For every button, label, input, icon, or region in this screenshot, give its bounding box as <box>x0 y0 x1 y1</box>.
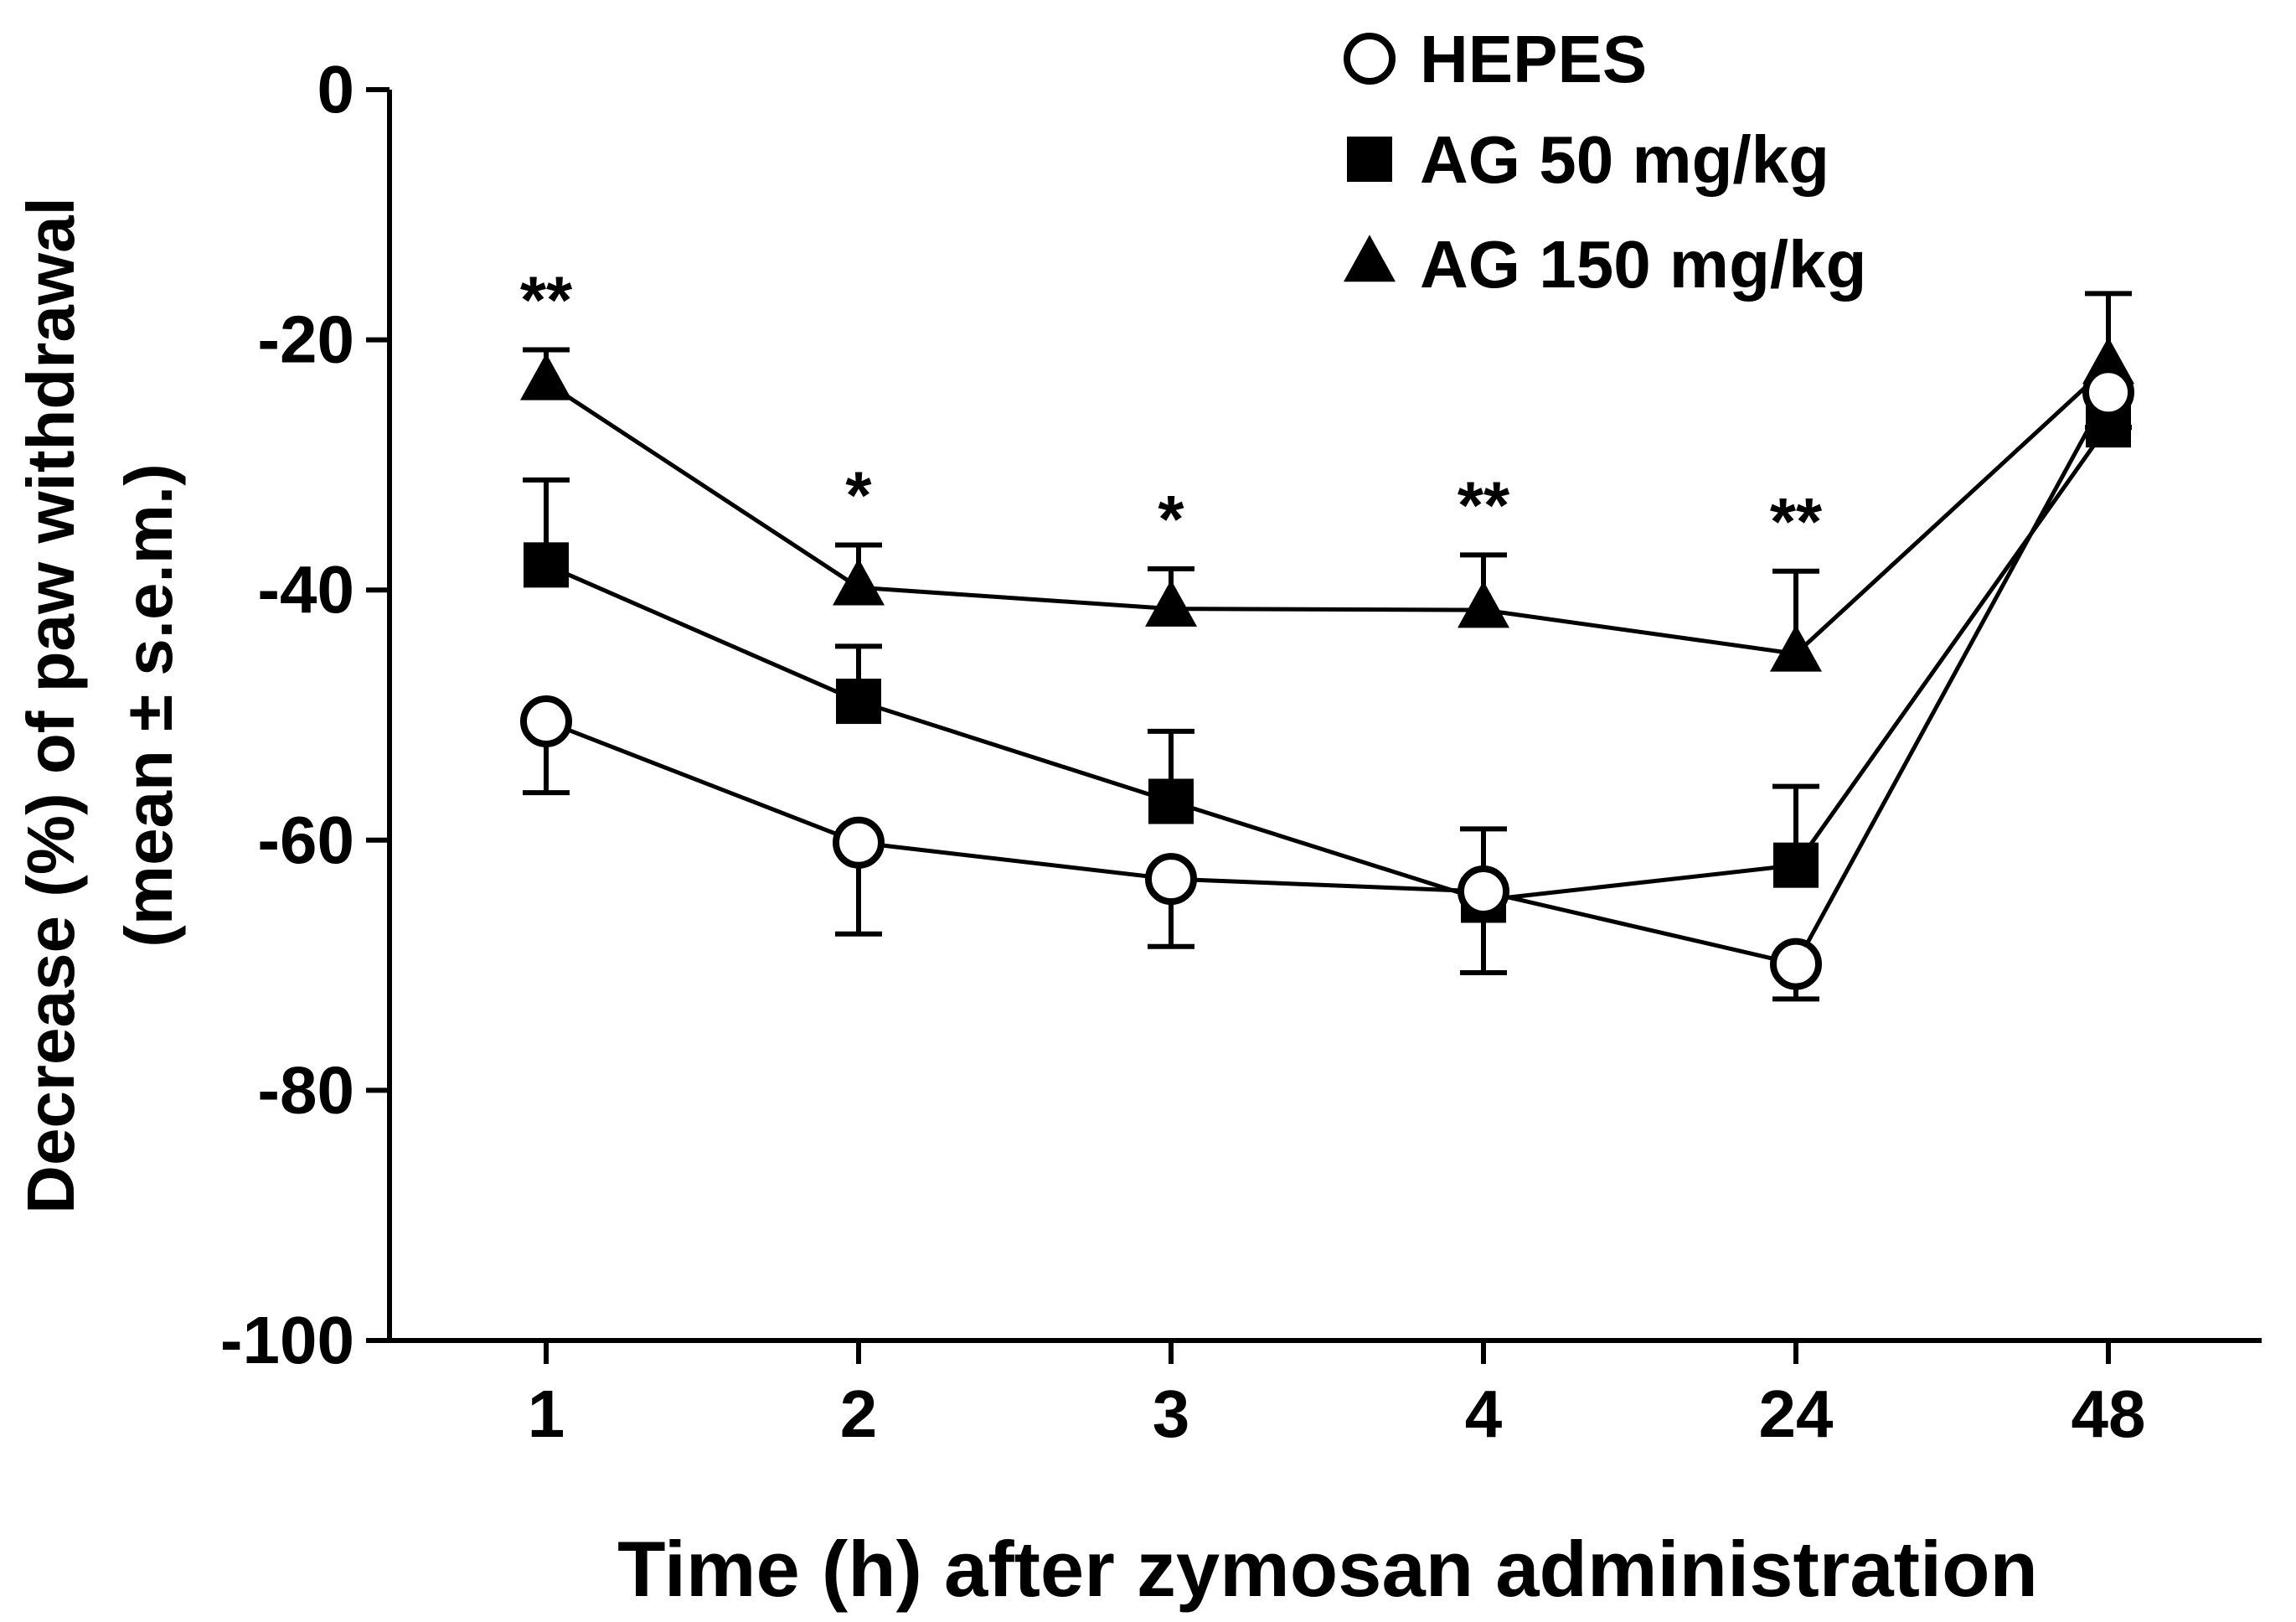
y-tick-label: -60 <box>257 803 354 877</box>
data-point <box>833 816 885 869</box>
data-point <box>520 695 572 747</box>
series-1-points <box>523 387 2132 923</box>
annotations: *** * ** ** <box>520 263 1823 559</box>
series-line <box>544 364 2110 656</box>
series-line <box>545 423 2111 903</box>
legend-marker <box>1344 33 1396 85</box>
significance-label: * <box>845 457 872 532</box>
legend-entry: AG 50 mg/kg <box>1347 122 1829 197</box>
data-point <box>520 353 572 400</box>
data-point <box>1145 579 1197 627</box>
y-tick-label: -100 <box>220 1303 354 1377</box>
data-point <box>1770 624 1822 672</box>
y-tick-label: -20 <box>257 302 354 377</box>
data-point <box>2082 366 2134 419</box>
axes: 0 -20 -40 -60 -80 -100 1 2 3 4 24 48 <box>220 52 2262 1451</box>
y-tick-label: -40 <box>257 552 354 627</box>
significance-label: ** <box>520 263 573 338</box>
data-point <box>1148 778 1194 824</box>
y-tick-label: -80 <box>257 1052 354 1127</box>
data-point <box>1458 581 1509 628</box>
series-0 <box>545 391 2111 967</box>
significance-label: ** <box>1770 484 1823 559</box>
significance-label: ** <box>1458 467 1510 542</box>
y-tick-label: 0 <box>317 52 355 127</box>
x-tick-label: 4 <box>1465 1377 1503 1451</box>
x-tick-label: 3 <box>1153 1377 1190 1451</box>
series-0-points <box>520 366 2134 1002</box>
legend-marker <box>1344 235 1396 282</box>
legend-marker <box>1347 137 1392 182</box>
y-axis-label-sub: (mean ± s.e.m.) <box>111 463 186 947</box>
data-point <box>1145 853 1197 906</box>
y-axis-label: Decrease (%) of paw withdrawal <box>13 197 88 1214</box>
series-2 <box>544 364 2110 656</box>
data-point <box>524 542 569 588</box>
data-point <box>836 679 881 725</box>
data-point <box>833 558 885 606</box>
x-tick-label: 48 <box>2072 1377 2146 1451</box>
data-point <box>1773 842 1819 888</box>
x-axis-label: Time (h) after zymosan administration <box>617 1525 2038 1613</box>
series-layer <box>520 291 2134 1002</box>
legend-label: AG 50 mg/kg <box>1420 122 1829 197</box>
legend: HEPES AG 50 mg/kg AG 150 mg/kg <box>1344 22 1867 302</box>
x-tick-label: 24 <box>1759 1377 1834 1451</box>
data-point <box>1458 865 1509 918</box>
significance-label: * <box>1158 482 1184 556</box>
x-tick-label: 1 <box>528 1377 565 1451</box>
legend-entry: HEPES <box>1344 22 1647 96</box>
legend-entry: AG 150 mg/kg <box>1344 227 1867 302</box>
data-point <box>1770 938 1822 990</box>
x-tick-label: 2 <box>840 1377 878 1451</box>
series-1 <box>545 423 2111 903</box>
series-2-points <box>520 291 2134 672</box>
legend-label: AG 150 mg/kg <box>1420 227 1867 302</box>
series-line <box>545 391 2111 967</box>
legend-label: HEPES <box>1420 22 1647 96</box>
